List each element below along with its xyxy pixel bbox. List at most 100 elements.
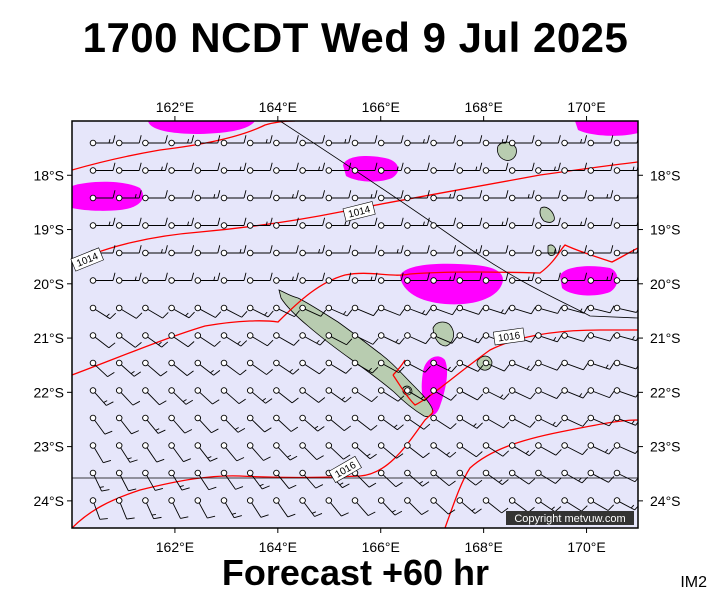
svg-text:1016: 1016 [497, 330, 521, 344]
wind-barb [246, 442, 271, 461]
wind-barb [535, 304, 563, 314]
wind-barb [325, 414, 351, 432]
wind-barb [89, 217, 116, 229]
lon-tick-bottom-2: 166°E [362, 539, 400, 555]
wind-barb [561, 217, 588, 229]
wind-barb [377, 359, 405, 374]
wind-barb [404, 272, 430, 284]
wind-barb [561, 162, 588, 174]
wind-barb [587, 190, 614, 202]
lon-tick-top-3: 168°E [464, 99, 502, 115]
wind-barb [299, 497, 323, 517]
wind-barb [404, 162, 430, 174]
lon-tick-bottom-4: 170°E [567, 539, 605, 555]
wind-barb [299, 135, 326, 147]
wind-barb [115, 135, 142, 147]
wind-barb [220, 469, 244, 490]
wind-barb [115, 387, 141, 406]
map-frame [71, 120, 639, 529]
lat-tick-right-0: 18°S [650, 167, 681, 183]
wind-barb [194, 497, 216, 519]
wind-barb [168, 217, 195, 229]
wind-barb [587, 245, 614, 257]
isobars [72, 121, 638, 528]
wind-barb [89, 387, 114, 406]
wind-barb [246, 217, 273, 229]
wind-barb [299, 245, 326, 257]
wind-barb [115, 332, 142, 348]
wind-barb [482, 162, 509, 174]
wind-barb [456, 190, 483, 202]
wind-barb [430, 272, 457, 284]
wind-barb [325, 304, 353, 317]
wind-barb [351, 304, 379, 317]
wind-barb [561, 359, 589, 371]
lat-tick-right-1: 19°S [650, 222, 681, 238]
wind-barb [351, 245, 378, 257]
wind-barb [456, 217, 483, 229]
wind-barb [325, 245, 352, 257]
reference-lines [72, 121, 638, 479]
wind-barb [325, 162, 352, 174]
wind-barb [482, 245, 509, 257]
wind-barb [535, 332, 563, 343]
wind-barb [246, 245, 273, 257]
wind-barb [89, 359, 115, 378]
wind-barb [194, 272, 221, 284]
wind-barb [613, 332, 638, 342]
wind-barb [220, 387, 246, 405]
wind-barb [561, 442, 589, 456]
wind-barb [351, 190, 378, 202]
wind-barb [456, 497, 482, 514]
model-tag: IM2 [680, 574, 707, 591]
wind-barb [273, 217, 299, 229]
wind-barb [220, 245, 247, 257]
wind-barb [377, 304, 405, 316]
wind-barb [89, 414, 113, 435]
wind-barb [535, 162, 561, 174]
wind-barb [508, 135, 535, 147]
wind-barb [194, 414, 219, 434]
wind-barb [142, 359, 168, 377]
wind-barb [508, 442, 536, 457]
wind-barb [482, 497, 509, 514]
wind-barb [587, 387, 615, 399]
wind-barb [115, 245, 142, 257]
wind-barb [587, 304, 615, 314]
wind-barb [89, 497, 108, 520]
wind-barb [246, 272, 273, 284]
wind-barb [273, 442, 298, 461]
wind-barb [89, 272, 116, 284]
wind-barb [613, 359, 638, 370]
wind-barb [377, 414, 404, 431]
wind-barb [194, 442, 218, 462]
wind-barb [508, 304, 536, 315]
lat-tick-right-5: 23°S [650, 439, 681, 455]
wind-barb [535, 387, 563, 399]
wind-barb [508, 359, 536, 372]
isobar-label-1: 1014 [342, 201, 376, 222]
wind-barb [377, 332, 405, 345]
wind-barb [430, 359, 458, 373]
wind-barb [430, 245, 457, 257]
wind-barb [430, 162, 457, 174]
wind-barb [587, 359, 615, 370]
wind-barb [168, 304, 195, 319]
svg-text:1014: 1014 [347, 204, 372, 220]
wind-barb [482, 135, 509, 147]
wind-barb [194, 469, 217, 491]
wind-barb [220, 217, 247, 229]
wind-barb [351, 272, 378, 284]
wind-barb [273, 469, 297, 489]
wind-barb [508, 272, 535, 284]
wind-barb [561, 387, 589, 399]
wind-barb [299, 442, 324, 461]
wind-barb [404, 359, 431, 373]
wind-barb [246, 497, 269, 518]
wind-barb [220, 304, 248, 318]
copyright-text: Copyright metvuw.com [514, 513, 625, 525]
wind-barb [587, 469, 615, 483]
wind-barb [89, 442, 112, 464]
wind-barb [535, 135, 561, 147]
wind-barb [273, 272, 299, 284]
